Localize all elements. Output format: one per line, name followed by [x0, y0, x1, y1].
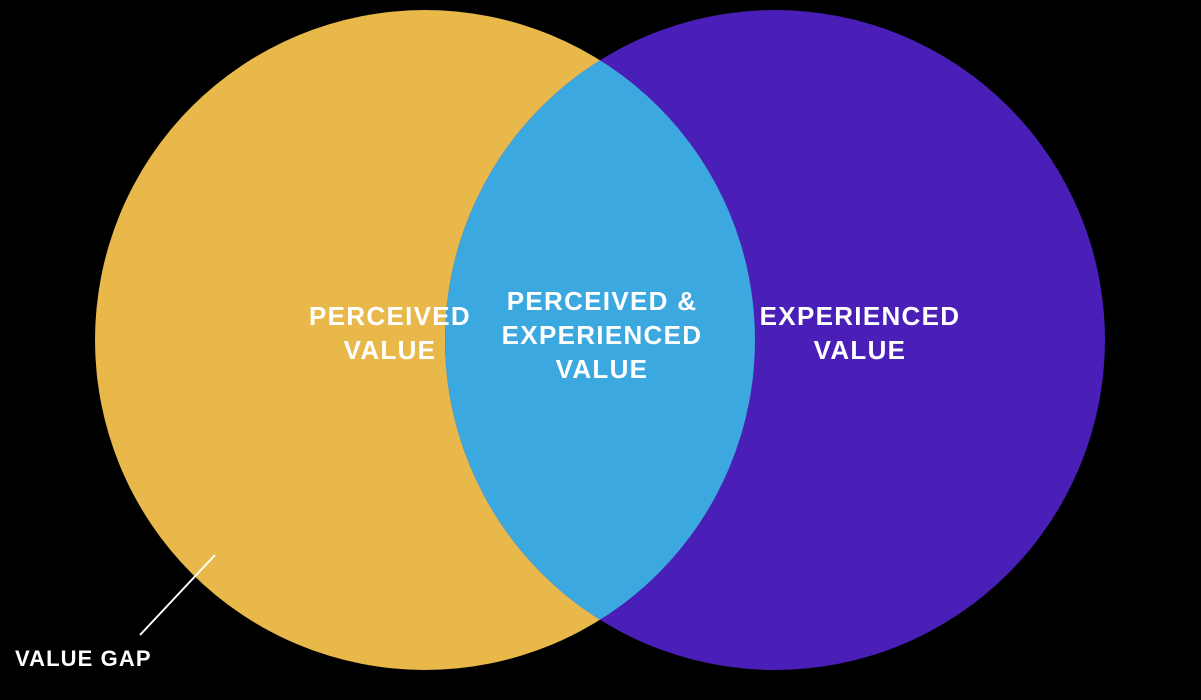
intersection-label: PERCEIVED & EXPERIENCED VALUE — [492, 285, 712, 386]
right-circle-label: EXPERIENCED VALUE — [740, 300, 980, 368]
venn-diagram-container: PERCEIVED VALUE PERCEIVED & EXPERIENCED … — [0, 0, 1201, 700]
callout-line — [140, 555, 215, 635]
left-circle-label: PERCEIVED VALUE — [280, 300, 500, 368]
callout-label: VALUE GAP — [15, 645, 215, 674]
